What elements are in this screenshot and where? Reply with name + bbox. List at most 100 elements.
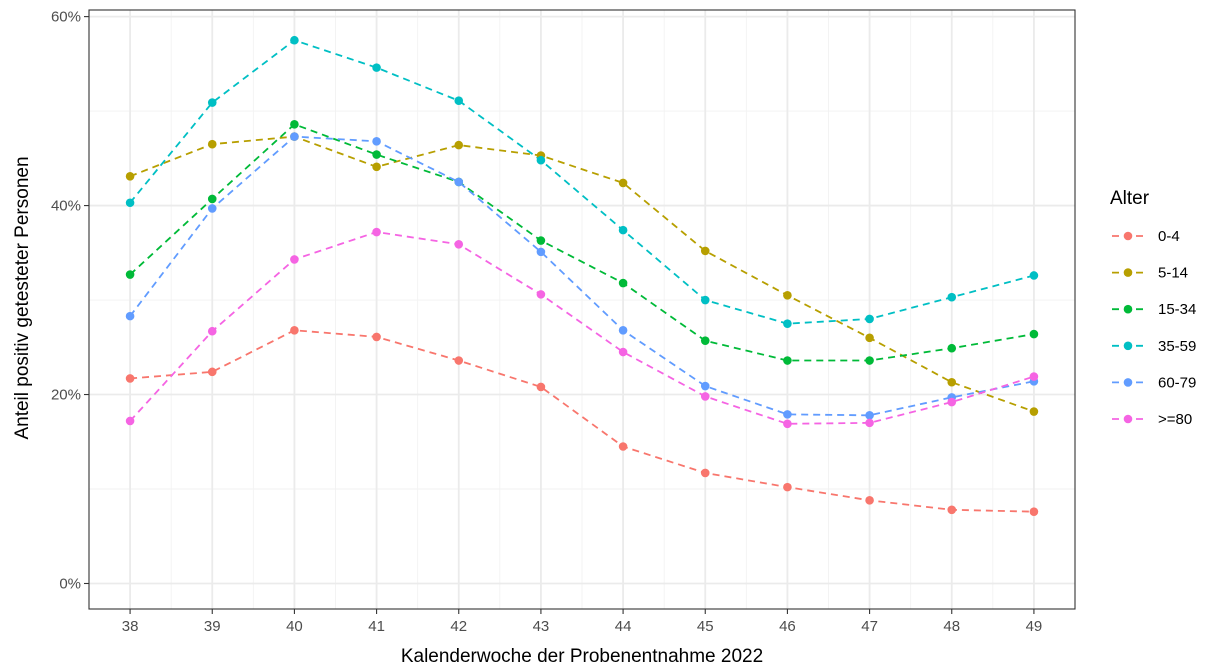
- data-point-15-34: [207, 194, 217, 204]
- data-point-60-79: [783, 410, 792, 419]
- x-tick-label: 49: [1026, 618, 1043, 635]
- data-point-35-59: [207, 98, 217, 107]
- data-point-35-59: [947, 292, 957, 302]
- data-point-0-4: [947, 505, 957, 515]
- legend-item-5-14: 5-14: [1112, 265, 1188, 282]
- data-point-0-4: [700, 468, 710, 478]
- legend: Alter 0-4 5-14 15-34 35-59 60-79 >=80: [1110, 188, 1196, 428]
- series-line-15-34: [129, 123, 1035, 362]
- data-point-5-14: [783, 291, 792, 300]
- series-points: [125, 35, 1039, 516]
- legend-key-point: [1123, 268, 1133, 277]
- data-point-60-79: [125, 311, 135, 321]
- data-point-60-79: [290, 132, 299, 141]
- data-point-60-79: [536, 247, 546, 257]
- data-point-0-4: [618, 442, 628, 451]
- data-point-15-34: [947, 343, 957, 353]
- data-point-60-79: [207, 204, 217, 213]
- legend-key-point: [1123, 231, 1133, 241]
- y-tick-label: 0%: [59, 575, 81, 592]
- data-point-5-14: [372, 162, 381, 172]
- data-point-15-34: [700, 336, 710, 345]
- data-point-0-4: [372, 332, 381, 342]
- legend-item->=80: >=80: [1112, 411, 1192, 428]
- data-point-0-4: [865, 496, 874, 505]
- x-tick-label: 47: [861, 618, 878, 635]
- y-tick-label: 20%: [51, 387, 81, 404]
- data-point-15-34: [618, 278, 628, 288]
- legend-label: 60-79: [1158, 374, 1196, 391]
- x-tick-label: 39: [204, 618, 221, 635]
- data-point-35-59: [618, 225, 628, 235]
- legend-label: 0-4: [1158, 228, 1180, 245]
- data-point-35-59: [1029, 271, 1039, 280]
- x-tick-label: 38: [122, 618, 139, 635]
- data-point->=80: [207, 326, 217, 336]
- data-point-0-4: [1029, 507, 1039, 516]
- x-tick-label: 48: [943, 618, 960, 635]
- x-tick-label: 42: [450, 618, 467, 635]
- data-point-0-4: [125, 374, 135, 383]
- data-point-60-79: [700, 381, 710, 391]
- data-point-5-14: [1029, 407, 1039, 416]
- data-point-15-34: [536, 236, 546, 245]
- data-point-60-79: [372, 137, 381, 146]
- legend-item-35-59: 35-59: [1112, 338, 1196, 355]
- legend-label: >=80: [1158, 411, 1192, 428]
- data-point-60-79: [618, 325, 628, 335]
- data-point->=80: [372, 227, 381, 237]
- data-point-15-34: [125, 270, 135, 279]
- data-point-15-34: [372, 150, 381, 159]
- data-point->=80: [700, 392, 710, 401]
- panel-border: [88, 9, 1076, 610]
- data-point-15-34: [290, 120, 299, 129]
- data-point->=80: [454, 240, 464, 249]
- legend-key-point: [1123, 341, 1133, 351]
- legend-key-point: [1123, 304, 1133, 314]
- data-point->=80: [1029, 372, 1039, 381]
- legend-item-15-34: 15-34: [1112, 301, 1196, 318]
- data-point-35-59: [454, 96, 464, 106]
- data-point-35-59: [372, 63, 381, 72]
- data-point-60-79: [454, 177, 464, 187]
- data-point->=80: [290, 255, 299, 264]
- data-point-35-59: [783, 319, 792, 328]
- data-point->=80: [536, 290, 546, 299]
- data-point-60-79: [865, 411, 874, 420]
- data-point-15-34: [1029, 329, 1039, 339]
- data-point->=80: [125, 416, 135, 426]
- data-point-35-59: [536, 155, 546, 165]
- data-point-35-59: [125, 198, 135, 208]
- data-point-0-4: [536, 382, 546, 392]
- data-point-5-14: [947, 377, 957, 387]
- series-line-5-14: [129, 135, 1035, 413]
- data-point-5-14: [207, 139, 217, 149]
- x-tick-label: 44: [615, 618, 632, 635]
- series-line-0-4: [130, 329, 1034, 513]
- data-point-5-14: [125, 171, 135, 181]
- data-point-0-4: [454, 356, 464, 365]
- data-point-5-14: [865, 333, 874, 343]
- grid-lines: [89, 10, 1075, 609]
- legend-key-point: [1123, 414, 1133, 424]
- data-point->=80: [947, 397, 957, 407]
- data-point-15-34: [783, 356, 792, 365]
- data-point-35-59: [865, 314, 874, 324]
- data-point->=80: [618, 347, 628, 357]
- axes: 0% 20% 40% 60% 38 39 40 41 42 43 44 45 46 47 48 49: [51, 9, 1042, 635]
- x-tick-label: 46: [779, 618, 796, 635]
- x-tick-label: 40: [286, 618, 303, 635]
- data-point-5-14: [618, 178, 628, 188]
- data-point->=80: [865, 418, 874, 428]
- x-axis-title: Kalenderwoche der Probenentnahme 2022: [401, 646, 763, 667]
- legend-key-point: [1123, 378, 1133, 387]
- legend-label: 15-34: [1158, 301, 1196, 318]
- data-point-15-34: [865, 356, 874, 365]
- data-point-0-4: [783, 482, 792, 492]
- series-line->=80: [129, 231, 1035, 425]
- data-point-0-4: [207, 367, 217, 377]
- x-tick-label: 43: [533, 618, 550, 635]
- x-tick-label: 41: [368, 618, 385, 635]
- legend-title: Alter: [1110, 188, 1150, 209]
